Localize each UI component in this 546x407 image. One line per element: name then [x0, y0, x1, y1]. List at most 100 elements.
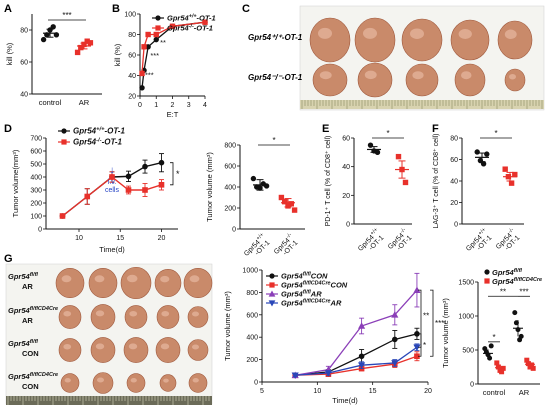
data-point: [513, 320, 519, 326]
tumor-highlight: [504, 29, 517, 40]
superscript: -/-: [507, 227, 515, 235]
legend-marker: [155, 15, 161, 21]
x-tick-label: 20: [158, 235, 166, 242]
y-tick-label: 1000: [458, 314, 474, 321]
tumor-photo-icon: [454, 63, 486, 97]
tumor-photo-icon: [187, 306, 209, 328]
x-axis-label: Time(d): [99, 245, 125, 254]
tumor-highlight: [189, 275, 200, 283]
x-tick-label: 1: [154, 102, 158, 109]
series-line: [141, 21, 206, 74]
significance-label: *: [272, 136, 275, 145]
superscript: fl/fl: [303, 272, 312, 278]
tumor-photo-icon: [450, 19, 490, 61]
tumor-highlight: [95, 310, 105, 317]
superscript: -/-: [96, 138, 102, 144]
data-point: [358, 322, 366, 329]
tumor-photo-icon: [88, 267, 118, 298]
y-tick-label: 40: [342, 164, 350, 171]
data-point: [141, 44, 147, 50]
tumor-photo-icon-group-c: [309, 17, 533, 98]
chart-d1: 0 100 200 300 400 500 600 700 10 15 20 Tumor volume…: [11, 127, 180, 255]
label-tail: -OT-1: [102, 138, 123, 147]
legend-label: Gpr54fl/fl: [492, 268, 522, 277]
label-tail: CON: [331, 281, 348, 290]
superscript: +/+: [96, 127, 105, 133]
y-axis-label: kill (%): [5, 42, 14, 65]
y-axis-label: Tumor volume (mm³): [205, 152, 214, 222]
significance-label: *: [492, 333, 495, 342]
x-tick-label: 10: [313, 388, 321, 395]
superscript: fl/fl: [514, 268, 523, 274]
data-point: [480, 161, 487, 167]
y-tick-label: 400: [224, 185, 236, 192]
ruler-icon: [6, 396, 212, 405]
data-point: [125, 173, 132, 180]
legend-marker: [268, 290, 276, 297]
data-point: [84, 193, 91, 200]
y-tick-label: 80: [128, 32, 136, 39]
tumor-photo-icon: [126, 373, 146, 393]
photo-g-row-label: Gpr54fl/flCD4Cre: [8, 306, 58, 315]
x-tick-label: 2: [171, 102, 175, 109]
label-tail: -OT-1: [104, 127, 125, 136]
legend-label: Gpr54fl/flCD4CreAR: [281, 299, 342, 308]
y-tick-label: 60: [450, 157, 458, 164]
panel-label-d: D: [4, 123, 12, 135]
data-point: [153, 36, 159, 43]
tumor-highlight: [461, 71, 472, 80]
tumor-photo-icon: [188, 373, 208, 393]
photo-g-row-labels: Gpr54fl/flARGpr54fl/flCD4CreARGpr54fl/fl…: [8, 272, 58, 391]
legend-label: Gpr54+/+-OT-1: [73, 127, 125, 136]
data-point: [530, 365, 536, 371]
y-tick-label: 20: [342, 193, 350, 200]
data-point: [145, 31, 151, 38]
panel-label-g: G: [4, 253, 13, 265]
y-tick-label: 80: [20, 28, 28, 35]
tumor-photo-icon: [312, 63, 348, 97]
tumor-photo-icon: [401, 18, 443, 62]
chart-g1: 0 200 400 600 800 1000 5 10 15 20 Tumor volume (mm…: [223, 268, 444, 406]
photo-g-row-label: Gpr54fl/fl: [8, 272, 38, 281]
tumor-photo-icon: [354, 17, 396, 63]
y-tick-label: 60: [342, 136, 350, 143]
label-tail: CON: [311, 272, 328, 281]
data-point: [391, 336, 398, 343]
data-point: [142, 163, 148, 170]
tumor-photo-icon: [155, 337, 181, 363]
tumor-highlight: [163, 378, 169, 383]
tumor-photo-icon: [504, 68, 526, 92]
y-tick-label: 500: [30, 162, 42, 169]
data-point: [474, 149, 480, 155]
panel-label-e: E: [322, 123, 329, 135]
tumor-photo-icon-group-g: [55, 266, 213, 394]
y-tick-label: 40: [450, 179, 458, 186]
tumor-highlight: [363, 27, 377, 39]
legend-label: Gpr54fl/flCD4CreCON: [281, 281, 348, 290]
tumor-photo-icon: [183, 267, 213, 298]
y-tick-label: 200: [30, 201, 42, 208]
series-line: [295, 346, 418, 376]
y-tick-label: 100: [124, 12, 136, 19]
tumor-highlight: [95, 343, 105, 350]
y-tick-label: 300: [30, 188, 42, 195]
tumor-highlight: [161, 310, 170, 317]
y-tick-label: 100: [30, 214, 42, 221]
tumor-photo-icon: [58, 338, 82, 362]
photo-g-row-sublabel: AR: [22, 282, 33, 291]
data-point: [500, 365, 506, 371]
x-tick-label: 15: [116, 235, 124, 242]
ruler-icon: [300, 100, 544, 109]
chart-b: 20 40 60 80 100 0 1 2 3 4 kill (%) E:T Gpr54+/+-OT-1…: [113, 12, 216, 120]
tumor-photo-icon: [120, 266, 152, 300]
data-point: [281, 198, 288, 205]
tumor-highlight: [97, 377, 104, 383]
significance-label: ***: [62, 11, 71, 20]
y-axis-label: kill (%): [113, 43, 122, 66]
photo-panel-g: Gpr54fl/flARGpr54fl/flCD4CreARGpr54fl/fl…: [5, 263, 213, 405]
tumor-highlight: [63, 343, 72, 350]
superscript: +/+: [255, 232, 265, 242]
y-tick-label: 600: [224, 164, 236, 171]
